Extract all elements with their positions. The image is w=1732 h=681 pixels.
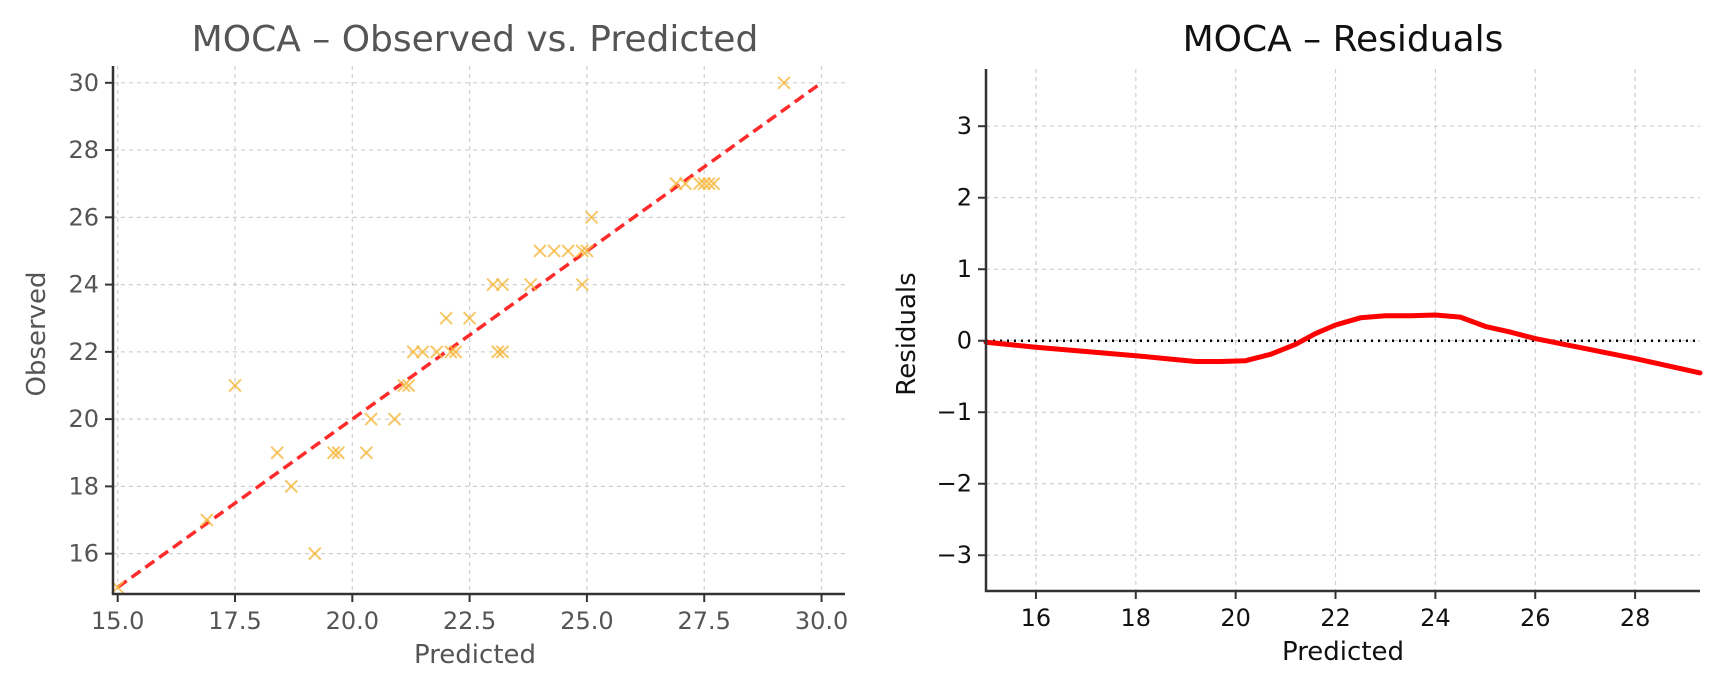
chart1-point-1 xyxy=(200,513,214,527)
chart1-point-8 xyxy=(359,446,374,460)
chart1-point-26 xyxy=(547,244,561,258)
chart1-point-12 xyxy=(401,378,416,393)
chart1-point-6 xyxy=(326,446,341,460)
chart1-x-tick-label-4: 25.0 xyxy=(560,607,613,635)
chart2-y-tick-label-1: −2 xyxy=(937,470,972,498)
chart2-ticks: 16 18 20 22 24 26 28 −3 −2 −1 0 1 2 3 xyxy=(937,112,1651,632)
chart1-point-29 xyxy=(580,244,594,258)
chart1-y-tick-label-2: 20 xyxy=(68,405,99,433)
chart1-y-axis-label: Observed xyxy=(22,271,52,396)
chart1-point-22 xyxy=(491,345,505,359)
chart1-reference-line xyxy=(116,81,823,589)
chart1-point-2 xyxy=(228,378,242,393)
chart1-point-18 xyxy=(448,345,463,359)
observed-vs-predicted-chart: 15.0 17.5 20.0 22.5 25.0 27.5 30.0 16 18 20 22 24 26… xyxy=(22,19,848,670)
chart1-x-tick-label-6: 30.0 xyxy=(795,607,848,635)
chart1-point-36 xyxy=(702,176,716,191)
chart1-point-7 xyxy=(331,446,345,460)
chart1-y-tick-label-7: 30 xyxy=(68,69,99,97)
chart1-x-tick-label-2: 20.0 xyxy=(326,607,379,635)
chart1-x-tick-label-3: 22.5 xyxy=(443,607,496,635)
chart2-x-tick-label-5: 26 xyxy=(1520,604,1551,632)
chart2-title: MOCA – Residuals xyxy=(1183,19,1504,60)
chart1-point-19 xyxy=(462,311,477,325)
chart1-y-tick-label-6: 28 xyxy=(68,136,99,164)
chart1-point-37 xyxy=(706,176,721,191)
chart1-y-tick-label-4: 24 xyxy=(68,271,99,299)
chart2-x-tick-label-0: 16 xyxy=(1021,604,1052,632)
chart1-point-38 xyxy=(777,76,791,90)
chart1-point-25 xyxy=(533,244,547,258)
chart1-points xyxy=(110,76,791,594)
residuals-chart: 16 18 20 22 24 26 28 −3 −2 −1 0 1 2 3 MOCA – Residual… xyxy=(892,19,1703,667)
chart1-axes xyxy=(111,66,845,596)
chart1-y-tick-label-0: 16 xyxy=(68,540,99,568)
chart1-point-31 xyxy=(584,210,599,225)
chart2-grid xyxy=(986,69,1700,591)
chart1-point-16 xyxy=(439,311,453,325)
chart2-x-tick-label-2: 20 xyxy=(1220,604,1251,632)
chart2-y-tick-label-4: 1 xyxy=(957,255,972,283)
chart1-x-tick-label-5: 27.5 xyxy=(678,607,731,635)
chart1-point-33 xyxy=(678,176,693,191)
chart1-x-axis-label: Predicted xyxy=(414,640,536,670)
chart1-x-tick-label-0: 15.0 xyxy=(91,607,144,635)
chart1-point-28 xyxy=(575,244,589,258)
chart1-point-23 xyxy=(495,345,510,359)
chart2-x-axis-label: Predicted xyxy=(1282,637,1404,667)
chart1-point-17 xyxy=(444,345,458,359)
chart1-point-9 xyxy=(364,412,378,426)
chart1-title: MOCA – Observed vs. Predicted xyxy=(192,19,759,60)
chart1-point-30 xyxy=(575,277,589,292)
chart1-x-tick-label-1: 17.5 xyxy=(208,607,261,635)
chart1-y-tick-label-3: 22 xyxy=(68,338,99,366)
chart1-point-15 xyxy=(430,345,444,359)
chart1-point-14 xyxy=(415,345,430,359)
chart1-ticks: 15.0 17.5 20.0 22.5 25.0 27.5 30.0 16 18 20 22 24 26… xyxy=(68,69,848,635)
chart1-grid xyxy=(113,66,845,594)
chart1-point-10 xyxy=(387,412,402,426)
chart2-x-tick-label-4: 24 xyxy=(1420,604,1451,632)
chart2-y-axis-label: Residuals xyxy=(892,272,922,395)
chart2-y-tick-label-6: 3 xyxy=(957,112,972,140)
chart1-point-11 xyxy=(397,378,411,393)
chart2-x-tick-label-6: 28 xyxy=(1620,604,1651,632)
chart2-y-tick-label-2: −1 xyxy=(937,398,972,426)
chart2-x-tick-label-1: 18 xyxy=(1121,604,1152,632)
chart1-point-3 xyxy=(270,446,284,460)
chart2-residual-series-line xyxy=(983,312,1703,376)
chart1-y-tick-label-1: 18 xyxy=(68,472,99,500)
chart1-point-4 xyxy=(284,479,299,494)
chart2-y-tick-label-3: 0 xyxy=(957,327,972,355)
chart2-y-tick-label-5: 2 xyxy=(957,184,972,212)
chart1-point-24 xyxy=(523,277,538,292)
chart2-axes xyxy=(984,69,1700,593)
chart1-y-tick-label-5: 26 xyxy=(68,203,99,231)
chart2-x-tick-label-3: 22 xyxy=(1320,604,1351,632)
chart1-point-27 xyxy=(561,244,575,258)
chart2-y-tick-label-0: −3 xyxy=(937,541,972,569)
chart1-point-21 xyxy=(495,277,510,292)
chart1-point-5 xyxy=(308,546,322,561)
